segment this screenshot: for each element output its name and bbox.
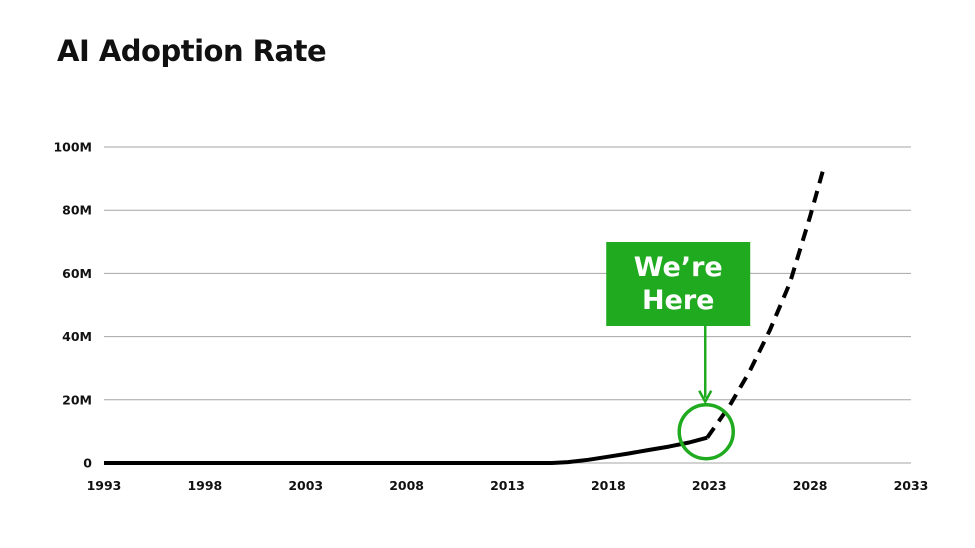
x-tick-label: 2023	[692, 478, 727, 493]
x-tick-label: 2018	[591, 478, 626, 493]
y-tick-label: 100M	[53, 140, 92, 155]
actual-series-line	[104, 435, 708, 465]
series-layer	[104, 165, 827, 465]
y-tick-label: 0	[83, 456, 92, 471]
y-tick-label: 40M	[62, 329, 92, 344]
here-marker-circle	[677, 402, 735, 461]
callout-text-line: Here	[642, 285, 715, 316]
axis-layer: 0 20M 40M 60M 80M 100M 1993 1998 2003 2008 2013 201…	[53, 140, 928, 494]
x-tick-label: 2028	[793, 478, 828, 493]
x-tick-label: 1993	[87, 478, 122, 493]
x-tick-label: 2008	[389, 478, 424, 493]
callout-arrow-head	[698, 390, 713, 405]
projected-series-line	[705, 165, 827, 439]
y-tick-label: 60M	[62, 266, 92, 281]
callout-text-line: We’re	[634, 252, 723, 283]
x-tick-label: 2003	[288, 478, 323, 493]
page-title: AI Adoption Rate	[57, 34, 327, 68]
x-tick-label: 2013	[490, 478, 525, 493]
y-tick-label: 80M	[62, 203, 92, 218]
grid-layer	[104, 146, 911, 401]
x-tick-label: 2033	[894, 478, 929, 493]
x-tick-label: 1998	[187, 478, 222, 493]
callout-box	[606, 242, 751, 326]
y-tick-label: 20M	[62, 392, 92, 407]
